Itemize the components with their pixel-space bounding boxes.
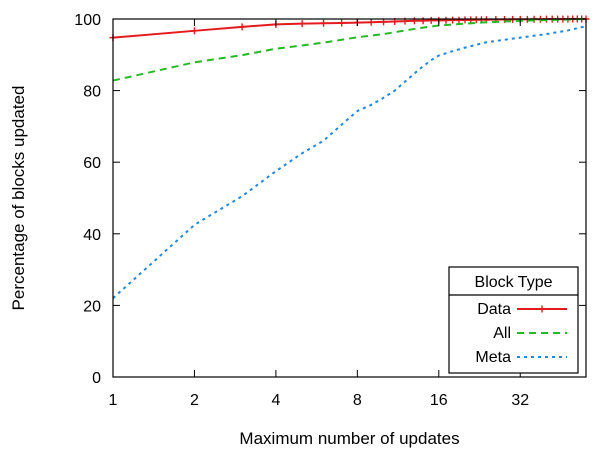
data-point-data — [442, 16, 450, 24]
x-tick-label: 1 — [109, 392, 118, 409]
y-axis-title: Percentage of blocks updated — [9, 86, 28, 311]
legend-box — [448, 266, 579, 374]
legend-label-data: Data — [477, 301, 511, 318]
data-point-data — [320, 19, 328, 27]
data-point-data — [449, 16, 457, 24]
y-tick-label: 80 — [83, 84, 101, 101]
x-tick-label: 2 — [190, 392, 199, 409]
y-tick-label: 0 — [92, 370, 101, 387]
x-tick-label: 4 — [271, 392, 280, 409]
y-tick-label: 40 — [83, 227, 101, 244]
legend-label-meta: Meta — [475, 349, 511, 366]
legend: Block Type Data All Meta — [448, 266, 579, 374]
data-point-data — [238, 23, 246, 31]
y-tick-label: 100 — [74, 12, 101, 29]
legend-marker-data — [538, 305, 546, 313]
series-line-meta — [112, 25, 587, 299]
legend-title: Block Type — [475, 274, 553, 291]
legend-label-all: All — [493, 325, 511, 342]
axes-layer — [112, 18, 587, 378]
data-point-data — [190, 27, 198, 35]
data-point-data — [338, 19, 346, 27]
ticks-layer: 0 20 40 60 80 100 1 2 4 8 16 32 — [74, 12, 586, 409]
plot-frame — [112, 18, 587, 378]
x-tick-label: 16 — [430, 392, 448, 409]
data-point-data — [455, 16, 463, 24]
x-tick-label: 8 — [353, 392, 362, 409]
y-tick-label: 60 — [83, 155, 101, 172]
x-axis-title: Maximum number of updates — [239, 429, 459, 448]
x-tick-label: 32 — [511, 392, 529, 409]
data-point-data — [427, 16, 435, 24]
data-point-data — [367, 18, 375, 26]
y-tick-label: 20 — [83, 298, 101, 315]
data-point-data — [298, 20, 306, 28]
